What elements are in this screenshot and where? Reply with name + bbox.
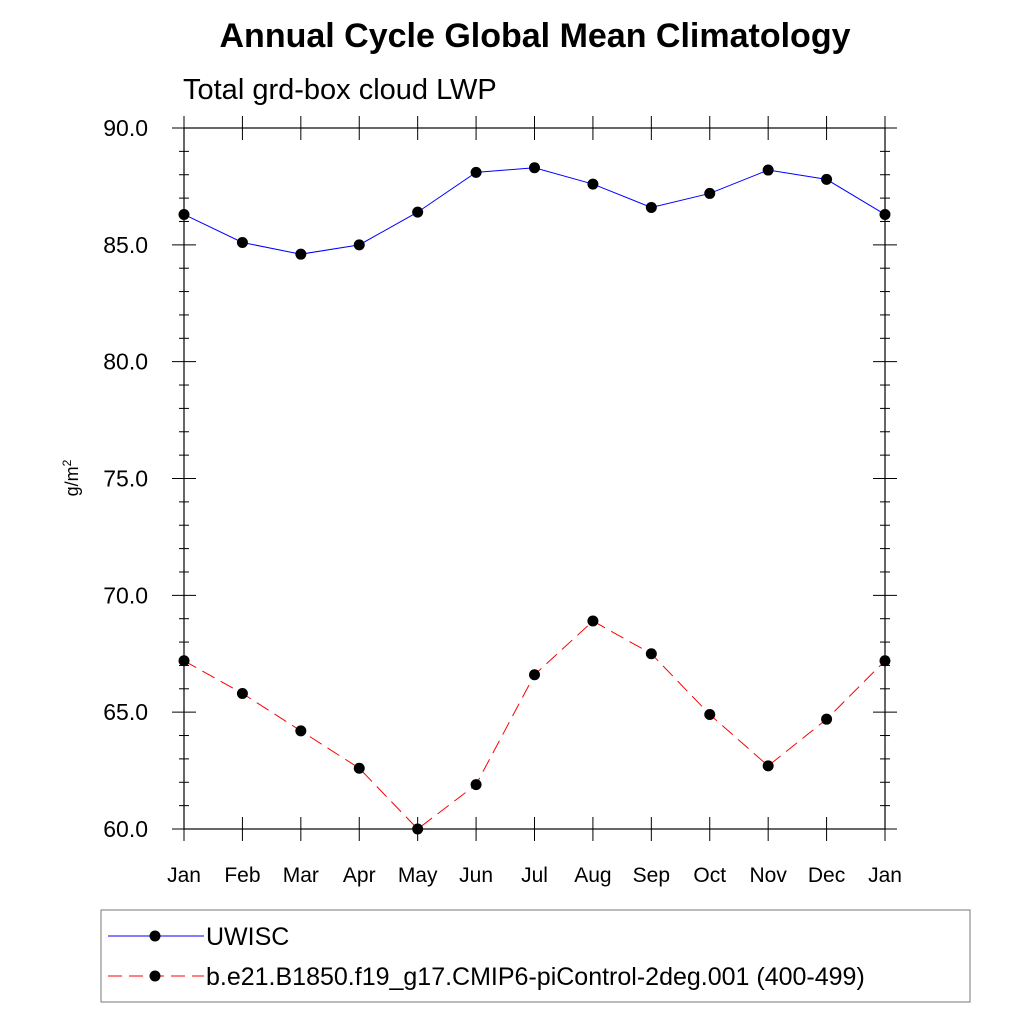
data-point-uwisc xyxy=(236,236,248,248)
y-tick-label: 90.0 xyxy=(103,115,148,141)
x-tick-label: Apr xyxy=(343,864,376,887)
x-tick-label: Mar xyxy=(283,864,319,887)
data-point-model xyxy=(470,779,482,791)
legend-marker-model xyxy=(149,970,161,982)
data-point-model xyxy=(295,725,307,737)
data-point-uwisc xyxy=(178,208,190,220)
y-tick-label: 85.0 xyxy=(103,232,148,258)
chart-subtitle: Total grd-box cloud LWP xyxy=(183,74,497,106)
y-tick-labels: 90.0 85.0 80.0 75.0 70.0 65.0 60.0 xyxy=(103,115,148,842)
major-ticks xyxy=(172,116,897,841)
x-tick-label: Jun xyxy=(459,864,493,887)
data-point-uwisc xyxy=(470,166,482,178)
x-tick-label: May xyxy=(398,864,438,887)
legend-box xyxy=(100,909,971,1003)
y-axis-label-text: g/m xyxy=(62,466,82,496)
y-tick-label: 70.0 xyxy=(103,582,148,608)
series-line-uwisc xyxy=(183,167,886,255)
data-point-uwisc xyxy=(587,178,599,190)
y-tick-label: 80.0 xyxy=(103,349,148,375)
y-axis-label-superscript: 2 xyxy=(60,459,74,466)
data-point-uwisc xyxy=(645,201,657,213)
y-tick-label: 65.0 xyxy=(103,699,148,725)
data-point-model xyxy=(353,762,365,774)
data-point-model xyxy=(587,615,599,627)
data-point-uwisc xyxy=(412,206,424,218)
data-point-model xyxy=(762,760,774,772)
y-axis-label: g/m2 xyxy=(60,459,82,496)
x-tick-label: Oct xyxy=(693,864,726,887)
legend-label-model: b.e21.B1850.f19_g17.CMIP6-piControl-2deg… xyxy=(206,963,865,991)
x-tick-label: Jan xyxy=(167,864,201,887)
data-point-uwisc xyxy=(529,162,540,174)
data-point-model xyxy=(821,713,833,725)
series-layer xyxy=(178,162,891,835)
x-tick-label: Sep xyxy=(633,864,670,887)
data-point-uwisc xyxy=(762,164,774,176)
x-tick-label: Nov xyxy=(749,864,787,887)
x-tick-label: Jan xyxy=(868,864,902,887)
data-point-model xyxy=(529,669,540,681)
data-point-model xyxy=(236,687,248,699)
data-point-model xyxy=(704,709,716,721)
chart-title: Annual Cycle Global Mean Climatology xyxy=(220,17,851,55)
legend: UWISC b.e21.B1850.f19_g17.CMIP6-piContro… xyxy=(100,909,971,1003)
y-tick-label: 60.0 xyxy=(103,816,148,842)
data-point-uwisc xyxy=(704,187,716,199)
data-point-uwisc xyxy=(295,248,307,260)
data-point-model xyxy=(412,823,424,835)
legend-marker-uwisc xyxy=(149,930,161,942)
data-point-model xyxy=(178,655,190,667)
plot-frame xyxy=(183,127,886,830)
data-point-model xyxy=(645,648,657,660)
data-point-uwisc xyxy=(353,239,365,251)
data-point-model xyxy=(879,655,891,667)
series-line-model xyxy=(183,620,886,830)
data-point-uwisc xyxy=(879,208,891,220)
x-tick-label: Jul xyxy=(521,864,548,887)
x-tick-labels: Jan Feb Mar Apr May Jun Jul Aug Sep Oct Nov Dec Jan xyxy=(167,864,902,887)
y-tick-label: 75.0 xyxy=(103,466,148,492)
x-tick-label: Aug xyxy=(574,864,611,887)
minor-ticks xyxy=(179,150,890,807)
data-point-uwisc xyxy=(821,173,833,185)
legend-label-uwisc: UWISC xyxy=(206,923,289,951)
x-tick-label: Dec xyxy=(808,864,845,887)
x-tick-label: Feb xyxy=(224,864,260,887)
